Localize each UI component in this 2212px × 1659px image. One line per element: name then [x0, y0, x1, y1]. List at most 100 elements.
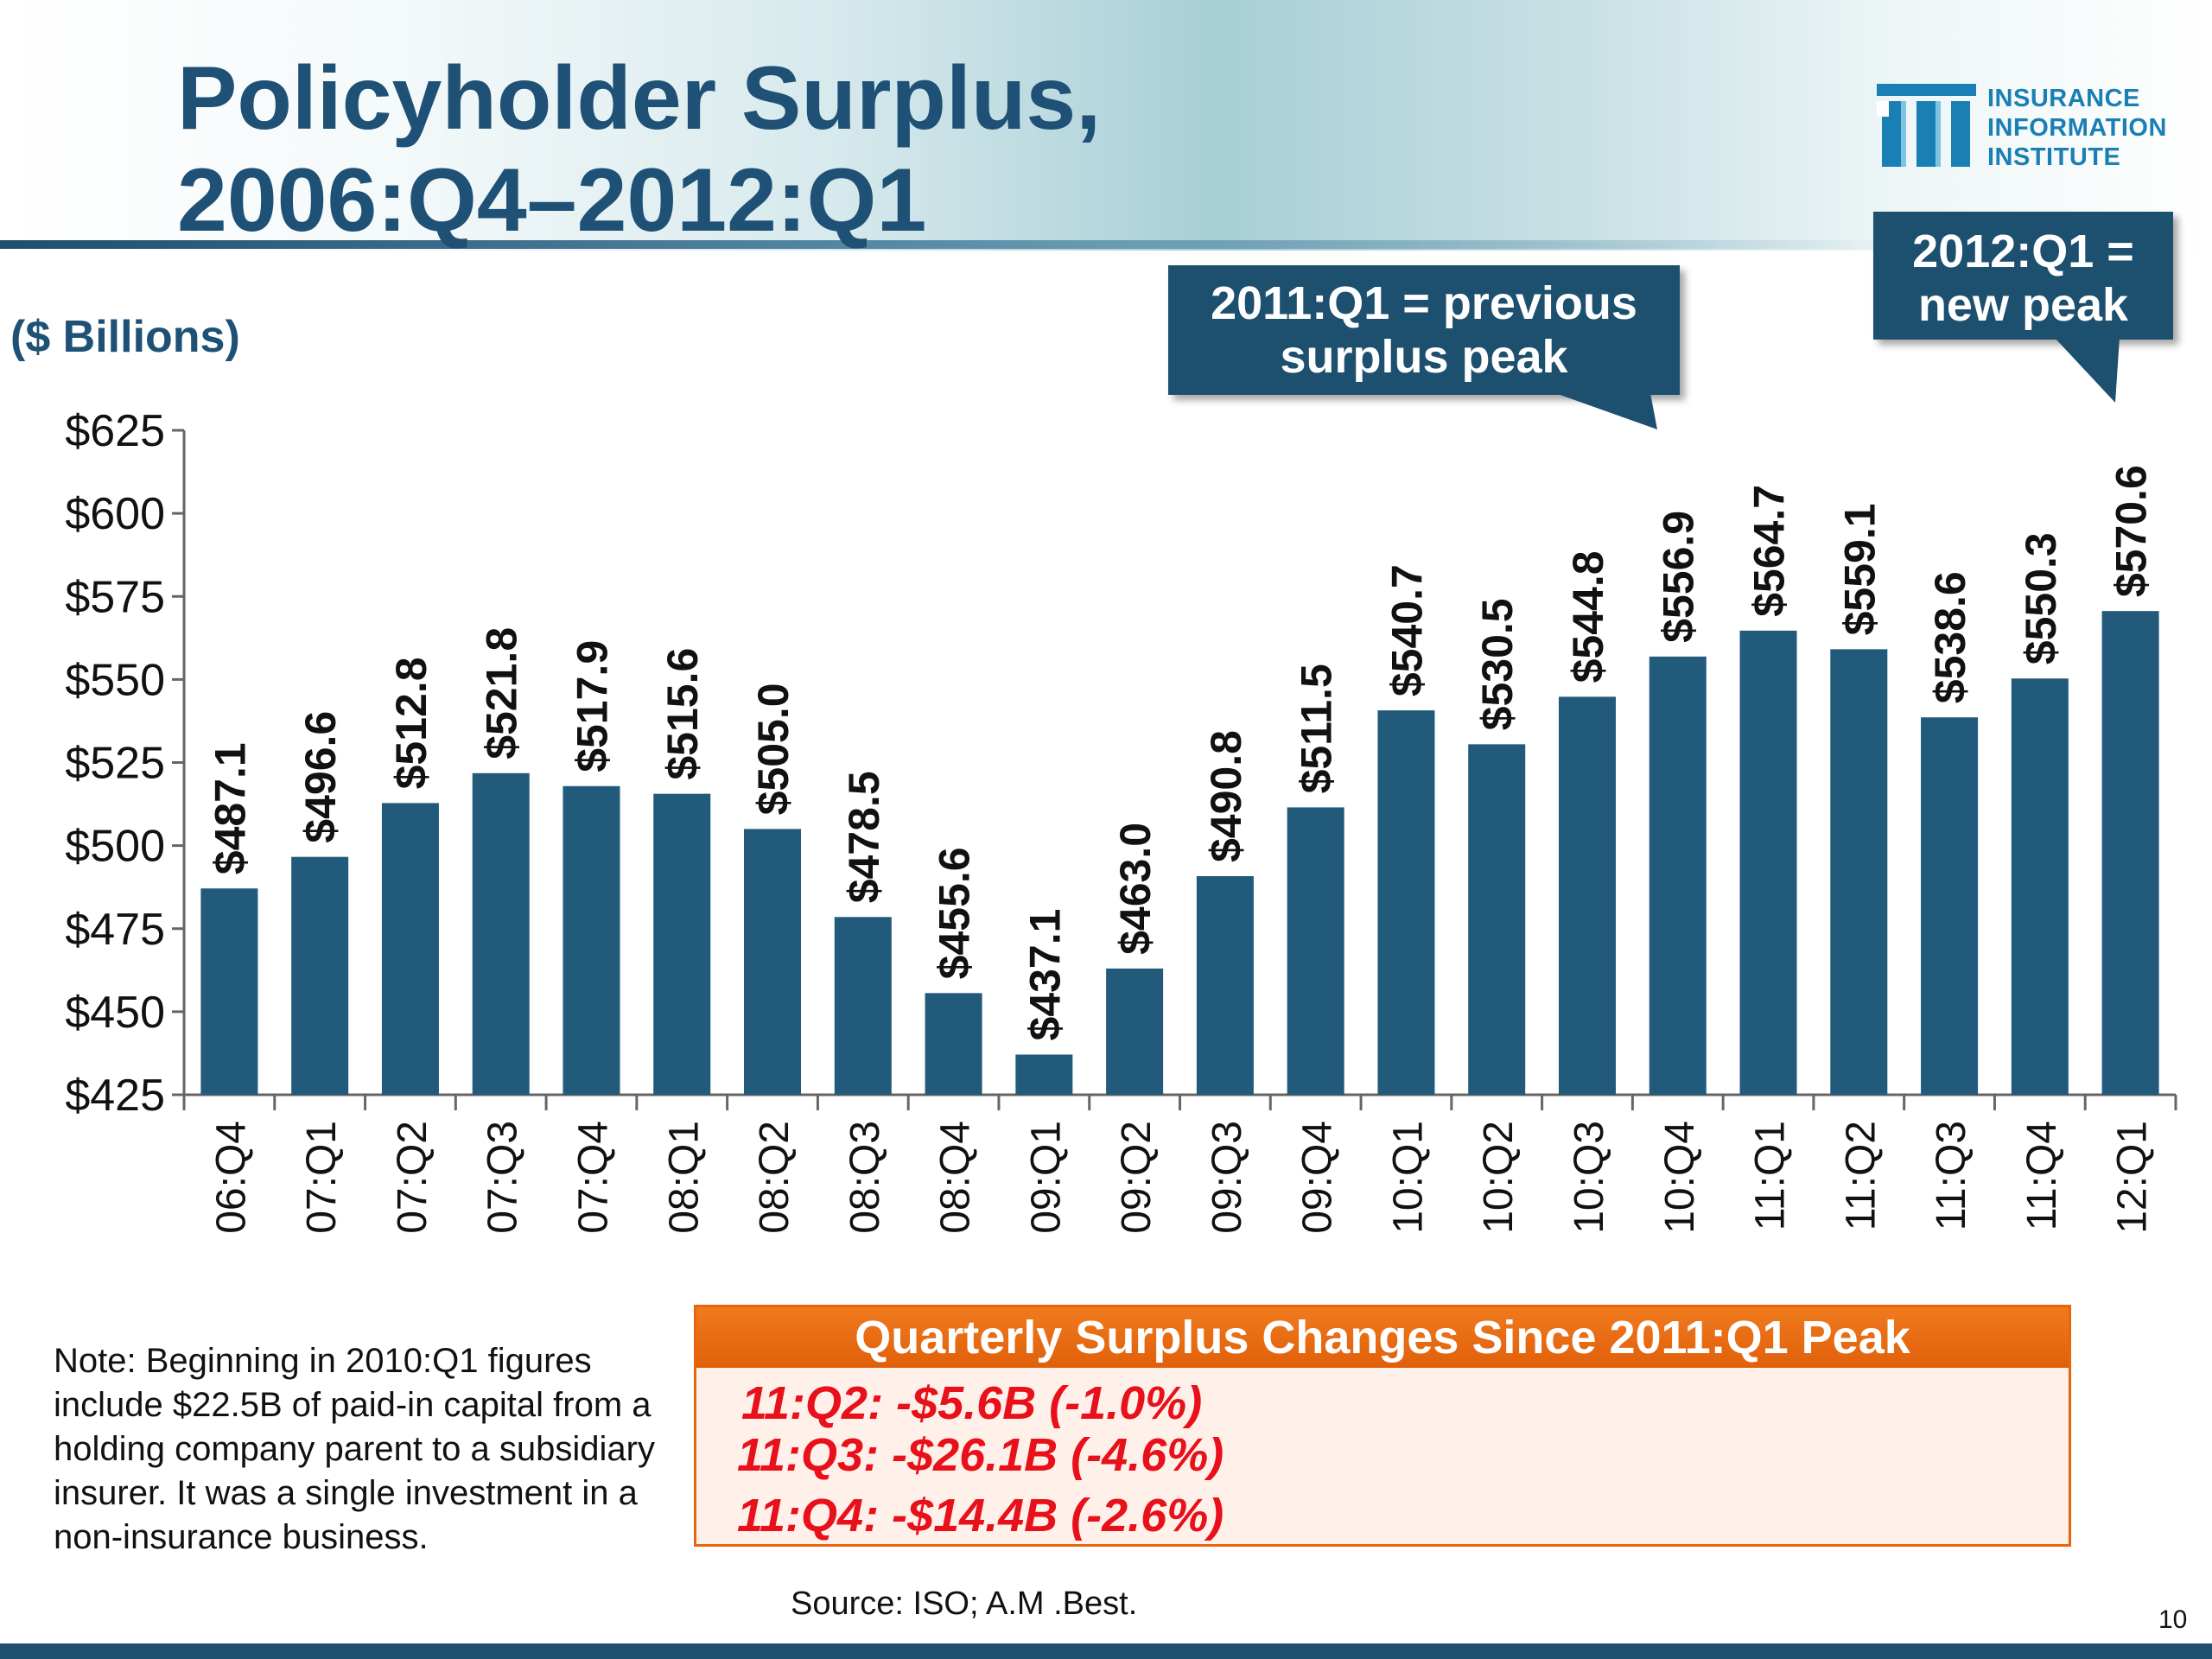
- bar-08:Q2: [744, 829, 802, 1095]
- bar-12:Q1: [2101, 611, 2159, 1095]
- x-tick-label-08:Q2: 08:Q2: [752, 1121, 798, 1234]
- logo-line-2: INFORMATION: [1987, 114, 2167, 142]
- change-line-1: 11:Q2: -$5.6B (-1.0%): [741, 1377, 1203, 1429]
- header-rule: [0, 240, 1901, 249]
- data-label-10:Q1: $540.7: [1382, 564, 1431, 696]
- x-tick-label-09:Q2: 09:Q2: [1114, 1121, 1160, 1234]
- y-tick-label: $625: [65, 406, 165, 456]
- bottom-bar: [0, 1643, 2212, 1659]
- page-title: Policyholder Surplus, 2006:Q4–2012:Q1: [177, 48, 1101, 251]
- callout-new-peak-line-1: 2012:Q1 =: [1912, 226, 2134, 277]
- data-label-07:Q3: $521.8: [478, 627, 526, 760]
- bar-10:Q2: [1468, 744, 1526, 1095]
- x-tick-label-12:Q1: 12:Q1: [2110, 1121, 2156, 1234]
- data-label-07:Q4: $517.9: [568, 640, 616, 772]
- data-label-09:Q2: $463.0: [1111, 823, 1160, 955]
- data-label-07:Q2: $512.8: [387, 657, 435, 789]
- x-tick-label-11:Q2: 11:Q2: [1838, 1121, 1884, 1230]
- y-tick-label: $550: [65, 655, 165, 705]
- data-label-12:Q1: $570.6: [2107, 465, 2156, 597]
- bar-09:Q1: [1015, 1054, 1073, 1095]
- data-label-11:Q4: $550.3: [2017, 532, 2065, 664]
- callout-previous-peak-line-2: surplus peak: [1280, 331, 1568, 383]
- iii-logo-icon: [1877, 84, 1976, 167]
- bar-10:Q3: [1558, 696, 1616, 1095]
- bar-07:Q4: [563, 785, 620, 1095]
- x-tick-label-07:Q4: 07:Q4: [570, 1121, 616, 1234]
- x-tick-label-08:Q4: 08:Q4: [933, 1121, 979, 1234]
- x-tick-label-09:Q4: 09:Q4: [1295, 1121, 1341, 1234]
- data-label-09:Q4: $511.5: [1293, 664, 1341, 793]
- x-tick-label-10:Q3: 10:Q3: [1567, 1121, 1612, 1234]
- bar-07:Q1: [291, 856, 349, 1095]
- callout-previous-peak: 2011:Q1 = previous surplus peak: [1168, 265, 1680, 395]
- x-tick-label-10:Q2: 10:Q2: [1476, 1121, 1522, 1234]
- x-tick-label-07:Q3: 07:Q3: [480, 1121, 526, 1234]
- data-label-10:Q4: $556.9: [1655, 511, 1703, 643]
- logo-text: INSURANCE INFORMATION INSTITUTE: [1987, 84, 2167, 172]
- change-line-3: 11:Q4: -$14.4B (-2.6%): [737, 1490, 1224, 1541]
- bar-09:Q3: [1196, 875, 1254, 1095]
- bar-11:Q2: [1830, 649, 1888, 1095]
- bar-06:Q4: [200, 888, 258, 1095]
- x-tick-label-09:Q1: 09:Q1: [1023, 1121, 1069, 1234]
- callout-new-peak-line-2: new peak: [1917, 279, 2129, 331]
- x-tick-label-10:Q1: 10:Q1: [1385, 1121, 1431, 1234]
- callout-new-peak-pointer: [2055, 338, 2120, 403]
- bar-08:Q4: [925, 993, 982, 1095]
- callout-previous-peak-pointer: [1555, 393, 1657, 429]
- bar-11:Q1: [1739, 630, 1797, 1095]
- header-band: [0, 0, 2212, 251]
- x-tick-label-10:Q4: 10:Q4: [1657, 1121, 1703, 1234]
- x-tick-label-08:Q1: 08:Q1: [661, 1121, 707, 1234]
- y-tick-label: $600: [65, 489, 165, 539]
- chart-bars: [200, 611, 2159, 1095]
- x-tick-label-09:Q3: 09:Q3: [1205, 1121, 1250, 1234]
- data-label-11:Q2: $559.1: [1835, 503, 1884, 635]
- units-label: ($ Billions): [10, 312, 240, 362]
- bar-09:Q4: [1287, 807, 1344, 1095]
- callout-previous-peak-line-1: 2011:Q1 = previous: [1211, 277, 1637, 329]
- x-tick-label-11:Q3: 11:Q3: [1929, 1121, 1974, 1230]
- data-label-07:Q1: $496.6: [296, 711, 345, 843]
- chart-y-tick-labels: $625 $600 $575 $550 $525 $500 $475 $450 $425: [65, 406, 165, 1121]
- data-label-06:Q4: $487.1: [206, 742, 254, 874]
- chart-value-labels: $487.1 $496.6 $512.8 $521.8 $517.9 $515.6 $505…: [206, 465, 2155, 1040]
- y-tick-label: $475: [65, 905, 165, 955]
- y-tick-label: $525: [65, 739, 165, 789]
- bar-chart: $487.1 $496.6 $512.8 $521.8 $517.9 $515.6 $505…: [65, 406, 2177, 1234]
- x-tick-label-06:Q4: 06:Q4: [208, 1121, 254, 1234]
- footnote: Note: Beginning in 2010:Q1 figures inclu…: [54, 1342, 655, 1556]
- data-label-08:Q4: $455.6: [931, 847, 979, 979]
- logo-line-1: INSURANCE: [1987, 85, 2140, 112]
- y-tick-label: $575: [65, 572, 165, 622]
- bar-10:Q1: [1377, 710, 1435, 1095]
- bar-08:Q3: [834, 917, 892, 1095]
- x-tick-label-07:Q1: 07:Q1: [299, 1121, 345, 1234]
- bar-11:Q4: [2011, 678, 2069, 1095]
- source-note: Source: ISO; A.M .Best.: [791, 1586, 1138, 1622]
- data-label-11:Q3: $538.6: [1926, 571, 1974, 703]
- data-label-09:Q3: $490.8: [1202, 730, 1250, 862]
- data-label-08:Q2: $505.0: [749, 683, 798, 815]
- data-label-09:Q1: $437.1: [1020, 909, 1069, 1041]
- x-tick-label-11:Q4: 11:Q4: [2019, 1121, 2065, 1230]
- data-label-08:Q1: $515.6: [658, 648, 707, 780]
- title-line-2: 2006:Q4–2012:Q1: [177, 150, 927, 251]
- change-line-2: 11:Q3: -$26.1B (-4.6%): [737, 1429, 1224, 1481]
- surplus-changes-header: Quarterly Surplus Changes Since 2011:Q1 …: [696, 1307, 2069, 1368]
- data-label-08:Q3: $478.5: [840, 771, 888, 903]
- title-line-1: Policyholder Surplus,: [177, 48, 1102, 149]
- x-tick-label-11:Q1: 11:Q1: [1748, 1121, 1794, 1230]
- data-label-10:Q3: $544.8: [1564, 550, 1612, 683]
- bar-07:Q3: [472, 772, 530, 1095]
- y-tick-label: $500: [65, 822, 165, 872]
- chart-x-tick-labels: 06:Q4 07:Q1 07:Q2 07:Q3 07:Q4 08:Q1 08:Q2 08:Q3…: [208, 1121, 2155, 1234]
- y-tick-label: $450: [65, 988, 165, 1038]
- surplus-changes-box: Quarterly Surplus Changes Since 2011:Q1 …: [694, 1305, 2071, 1547]
- bar-07:Q2: [381, 803, 439, 1095]
- bar-11:Q3: [1921, 717, 1979, 1095]
- x-tick-label-07:Q2: 07:Q2: [390, 1121, 435, 1234]
- y-tick-label: $425: [65, 1071, 165, 1121]
- bar-10:Q4: [1649, 656, 1707, 1095]
